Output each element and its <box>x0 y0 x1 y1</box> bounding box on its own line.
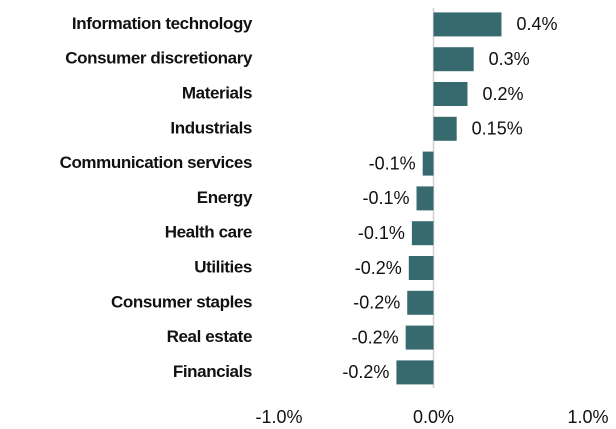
category-label: Consumer staples <box>111 292 252 311</box>
category-label: Real estate <box>167 327 252 346</box>
value-label: -0.1% <box>362 188 409 208</box>
category-label: Information technology <box>72 14 253 33</box>
x-tick-label: -1.0% <box>255 407 302 427</box>
x-tick-label: 1.0% <box>567 407 608 427</box>
bar <box>411 221 434 246</box>
value-label: 0.4% <box>516 14 557 34</box>
value-label: -0.1% <box>369 153 416 173</box>
value-label: 0.3% <box>489 49 530 69</box>
value-label: 0.15% <box>472 119 523 139</box>
category-label: Communication services <box>60 153 252 172</box>
bar <box>407 290 434 315</box>
category-label: Health care <box>165 223 252 242</box>
value-label: 0.2% <box>482 84 523 104</box>
category-label: Energy <box>197 188 253 207</box>
bar <box>433 116 457 141</box>
value-label: -0.2% <box>342 362 389 382</box>
bar <box>433 47 474 72</box>
category-label: Utilities <box>194 257 252 276</box>
value-label: -0.1% <box>358 223 405 243</box>
bar <box>405 325 434 350</box>
category-label: Materials <box>182 83 252 102</box>
bar <box>416 186 434 211</box>
value-label: -0.2% <box>353 293 400 313</box>
category-label: Consumer discretionary <box>65 49 253 68</box>
bar <box>433 12 502 37</box>
x-tick-label: 0.0% <box>413 407 454 427</box>
value-label: -0.2% <box>352 327 399 347</box>
bar <box>433 82 468 106</box>
bar <box>396 360 434 385</box>
category-label: Industrials <box>170 118 252 137</box>
category-label: Financials <box>173 362 252 381</box>
bar <box>422 151 434 176</box>
bar <box>408 256 434 280</box>
value-label: -0.2% <box>355 258 402 278</box>
